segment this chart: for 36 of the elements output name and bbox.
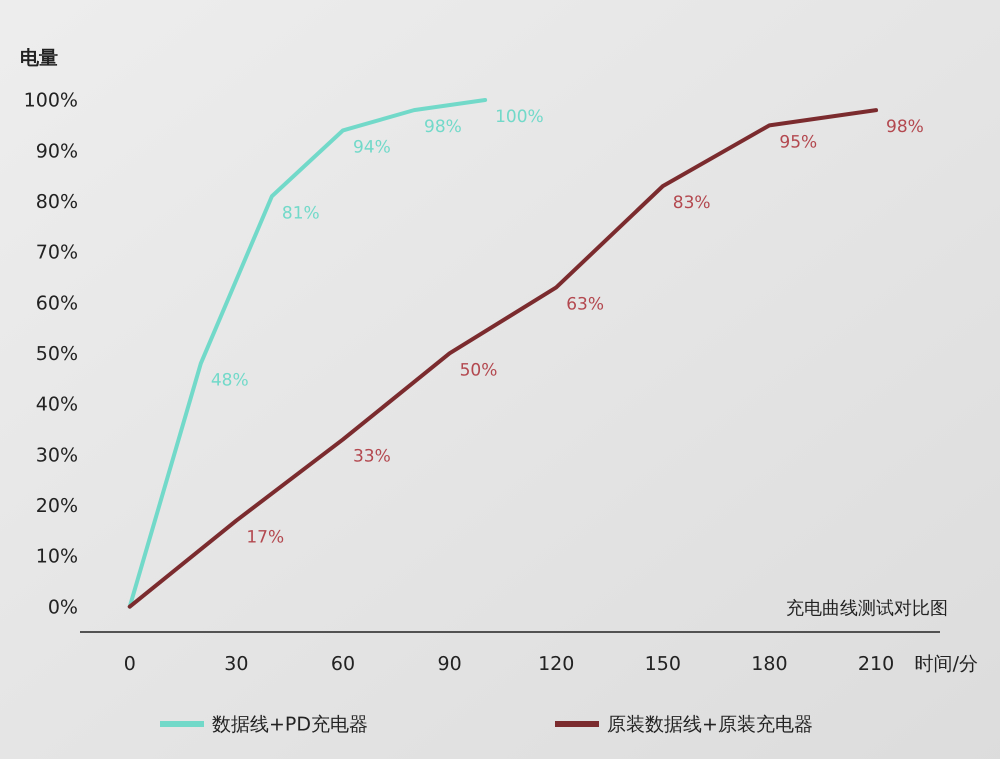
annotation: 充电曲线测试对比图: [786, 598, 948, 619]
legend-label: 原装数据线+原装充电器: [607, 714, 813, 736]
data-label: 33%: [352, 446, 391, 466]
x-tick-label: 180: [751, 653, 788, 675]
y-tick-label: 70%: [36, 242, 78, 264]
x-tick-label: 150: [644, 653, 681, 675]
y-tick-label: 20%: [36, 494, 78, 517]
y-axis-title: 电量: [20, 47, 58, 69]
x-axis-title: 时间/分: [914, 653, 978, 675]
data-label: 83%: [672, 193, 711, 214]
data-label: 17%: [246, 528, 284, 548]
x-tick-label: 60: [330, 653, 356, 675]
data-label: 81%: [282, 203, 320, 224]
data-label: 98%: [886, 117, 924, 138]
y-tick-label: 50%: [36, 342, 78, 365]
data-label: 98%: [424, 117, 462, 138]
x-tick-label: 120: [538, 653, 574, 675]
data-label: 100%: [495, 107, 544, 127]
y-tick-label: 10%: [36, 546, 78, 568]
y-tick-label: 90%: [36, 140, 78, 162]
y-tick-label: 40%: [36, 394, 78, 416]
y-tick-label: 30%: [36, 444, 78, 466]
x-tick-label: 0: [124, 653, 136, 675]
data-label: 63%: [566, 294, 604, 314]
legend-label: 数据线+PD充电器: [212, 714, 368, 736]
x-tick-label: 90: [437, 653, 462, 675]
y-tick-label: 0%: [48, 596, 78, 618]
data-label: 50%: [460, 360, 498, 380]
x-tick-label: 210: [858, 653, 894, 675]
y-tick-label: 80%: [36, 190, 78, 213]
data-label: 48%: [210, 370, 249, 390]
data-label: 94%: [352, 137, 391, 158]
y-tick-label: 60%: [36, 292, 78, 314]
data-label: 95%: [779, 132, 818, 152]
y-tick-label: 100%: [24, 90, 78, 112]
x-tick-label: 30: [224, 653, 248, 675]
